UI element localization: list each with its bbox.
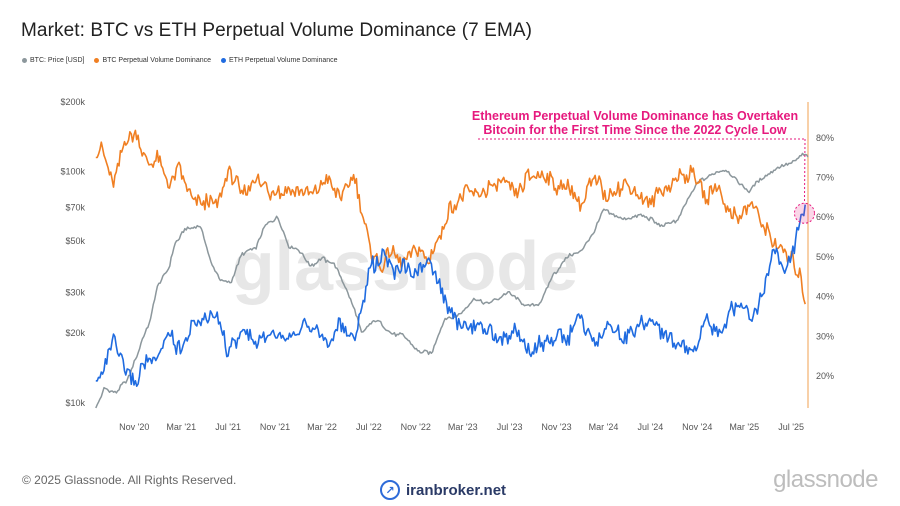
btc-dominance-line[interactable] [95,129,806,305]
site-name: iranbroker.net [406,481,507,499]
y-right-tick-label: 20% [816,371,834,381]
y-right-tick-label: 40% [816,292,834,302]
axes-layer: $10k $20k $30k $50k $70k $100k $200k 20% 30% 40% 5… [60,97,834,432]
legend-item-eth-dominance[interactable]: ETH Perpetual Volume Dominance [221,57,338,64]
x-tick-label: Mar '22 [307,422,337,432]
brand-logo-text: glassnode [773,466,878,493]
x-tick-label: Nov '21 [260,422,290,432]
legend-dot-btc-price [22,58,27,63]
x-tick-label: Mar '23 [448,422,478,432]
site-watermark: ↗ iranbroker.net [380,480,506,500]
x-tick-label: Mar '25 [729,422,759,432]
y-right-tick-label: 80% [816,133,834,143]
annotation-line-1: Ethereum Perpetual Volume Dominance has … [472,109,798,123]
y-left-tick-label: $200k [60,97,85,107]
y-left-tick-label: $20k [65,328,85,338]
legend-label-btc-dominance: BTC Perpetual Volume Dominance [102,57,212,64]
x-tick-label: Nov '23 [541,422,571,432]
legend-item-btc-dominance[interactable]: BTC Perpetual Volume Dominance [94,57,211,64]
x-tick-label: Jul '22 [356,422,382,432]
legend-dot-eth-dominance [221,58,227,63]
x-tick-label: Jul '25 [778,422,804,432]
annotation-layer: Ethereum Perpetual Volume Dominance has … [472,109,815,224]
copyright-text: © 2025 Glassnode. All Rights Reserved. [22,473,237,487]
x-tick-label: Mar '24 [589,422,619,432]
y-left-tick-label: $100k [60,167,85,177]
chart-svg[interactable]: glassnode $10k$20k$30k$50k$70k$100k$200k… [0,0,900,460]
x-tick-label: Jul '21 [215,422,241,432]
y-right-tick-label: 50% [816,252,834,262]
legend-item-btc-price[interactable]: BTC: Price [USD] [22,57,84,64]
series-layer [95,129,809,409]
y-right-tick-label: 30% [816,331,834,341]
x-tick-label: Nov '24 [682,422,712,432]
chart-growth-icon: ↗ [380,480,400,500]
btc-price-line[interactable] [95,152,809,409]
y-right-tick-label: 60% [816,212,834,222]
chart-title: Market: BTC vs ETH Perpetual Volume Domi… [21,20,533,41]
y-left-tick-label: $50k [65,236,85,246]
x-tick-label: Nov '20 [119,422,149,432]
legend-label-eth-dominance: ETH Perpetual Volume Dominance [229,57,338,64]
y-left-tick-label: $10k [65,398,85,408]
x-tick-label: Jul '23 [497,422,523,432]
x-tick-label: Jul '24 [637,422,663,432]
y-right-tick-label: 70% [816,173,834,183]
eth-dominance-line[interactable] [95,204,806,387]
y-left-tick-label: $70k [65,202,85,212]
x-tick-label: Nov '22 [401,422,431,432]
crossover-highlight-circle [793,202,815,224]
legend: BTC: Price [USD] BTC Perpetual Volume Do… [22,57,338,64]
annotation-guide-vertical [803,138,806,204]
x-tick-label: Mar '21 [166,422,196,432]
y-left-tick-label: $30k [65,288,85,298]
annotation-line-2: Bitcoin for the First Time Since the 202… [483,123,787,137]
legend-label-btc-price: BTC: Price [USD] [30,57,85,64]
legend-dot-btc-dominance [94,58,100,63]
